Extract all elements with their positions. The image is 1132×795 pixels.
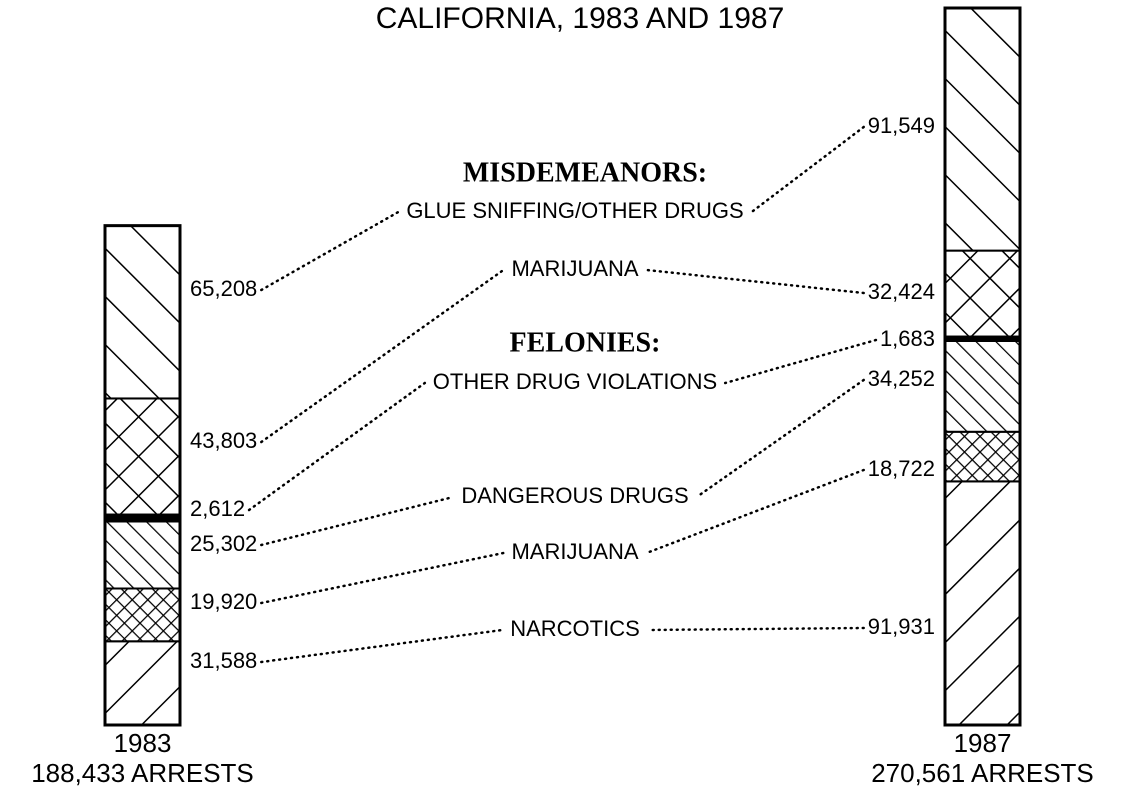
leader-line [260,210,400,292]
bar-segment [104,513,181,523]
total-label: 188,433 ARRESTS [31,758,254,788]
group-header: FELONIES: [510,327,661,358]
leader-line [260,495,455,547]
leader-line [750,125,865,214]
bar-segment [944,249,1021,338]
series-name: NARCOTICS [510,616,640,641]
value-label: 34,252 [868,366,935,391]
bar-segment [104,587,181,643]
value-label: 65,208 [190,276,257,301]
bar-outline [103,224,182,727]
value-label: 19,920 [190,589,257,614]
value-label: 43,803 [190,428,257,453]
leader-line [695,378,865,499]
leader-line [260,268,505,444]
category-label: 1987 [954,728,1012,758]
group-header: MISDEMEANORS: [463,157,707,188]
value-label: 1,683 [880,326,935,351]
leader-line [645,268,865,295]
chart-title: CALIFORNIA, 1983 AND 1987 [376,2,785,35]
leader-line [260,551,505,605]
value-label: 32,424 [868,279,935,304]
bar-segment [104,397,181,516]
category-label: 1983 [114,728,172,758]
series-name: DANGEROUS DRUGS [461,483,688,508]
value-label: 18,722 [868,456,935,481]
bar-outline [943,6,1022,727]
value-label: 2,612 [190,496,245,521]
value-label: 91,931 [868,614,935,639]
bar-segment [944,339,1021,433]
bar-segment [944,430,1021,483]
leader-line [247,381,427,512]
leader-line [645,468,865,555]
bar-segment [104,224,181,400]
leader-line [723,338,878,385]
series-name: GLUE SNIFFING/OTHER DRUGS [406,198,743,223]
leader-line [646,626,865,632]
series-name: MARIJUANA [511,539,638,564]
bar-segment [104,520,181,590]
bar-segment [944,480,1021,727]
total-label: 270,561 ARRESTS [871,758,1094,788]
series-name: MARIJUANA [511,256,638,281]
leader-line [260,628,504,664]
bar-segment [944,7,1021,252]
value-label: 31,588 [190,648,257,673]
bar-segment [104,640,181,726]
series-name: OTHER DRUG VIOLATIONS [433,369,717,394]
value-label: 91,549 [868,113,935,138]
value-label: 25,302 [190,531,257,556]
